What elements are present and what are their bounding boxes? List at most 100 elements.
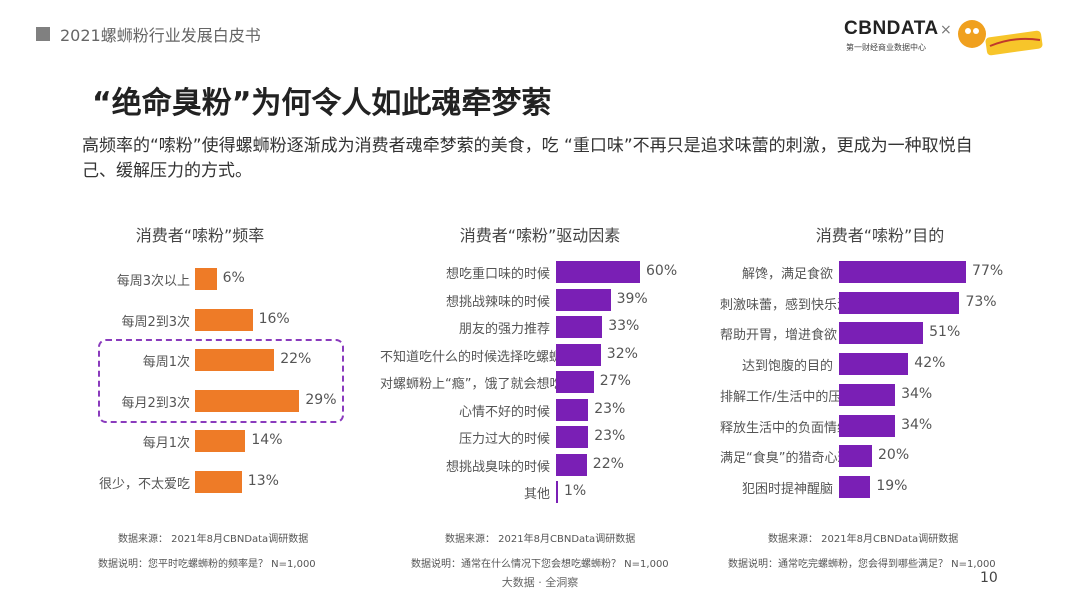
bar-row: 解馋，满足食欲 77% [720, 261, 1040, 283]
value-label: 77% [972, 263, 1004, 279]
value-label: 16% [258, 310, 290, 327]
category-label: 压力过大的时候 [458, 432, 550, 447]
category-label: 每周1次 [142, 355, 190, 370]
value-label: 34% [901, 385, 933, 402]
bar-row: 压力过大的时候 23% [380, 426, 700, 448]
source-note: 数据来源： 2021年8月CBNData调研数据 [118, 534, 309, 545]
bar [195, 430, 246, 452]
value-label: 23% [594, 400, 626, 417]
bar-row: 犯困时提神醒脑 19% [720, 475, 1040, 498]
value-label: 51% [929, 324, 961, 341]
bar [839, 414, 896, 437]
category-label: 想挑战臭味的时候 [445, 459, 550, 475]
bar-row: 刺激味蕾，感到快乐满足 73% [720, 291, 1040, 314]
category-label: 不知道吃什么的时候选择吃螺蛳粉 [380, 349, 576, 365]
bar-row: 想吃重口味的时候 60% [380, 261, 700, 283]
bar-row: 不知道吃什么的时候选择吃螺蛳粉 32% [380, 343, 700, 366]
bar [556, 481, 558, 503]
category-label: 每月1次 [142, 436, 190, 451]
category-label: 每周3次以上 [116, 274, 190, 289]
chart-title: 消费者“嗦粉”目的 [815, 226, 945, 245]
value-label: 29% [305, 391, 337, 408]
value-label: 33% [608, 318, 640, 334]
chart-rows: 想吃重口味的时候 60% 想挑战辣味的时候 39% 朋友的强力推荐 33% 不知道吃什么的时… [380, 210, 700, 540]
category-label: 对螺蛳粉上“瘾”，饿了就会想吃 [380, 377, 563, 392]
source-note: 数据来源： 2021年8月CBNData调研数据 [445, 534, 636, 545]
bar [839, 261, 967, 283]
bar [556, 453, 587, 476]
bar [556, 316, 603, 338]
page-title: “绝命臭粉”为何令人如此魂牵梦萦 [92, 86, 552, 121]
value-label: 42% [914, 355, 946, 372]
bar-row: 满足“食臭”的猎奇心理 20% [720, 445, 1040, 468]
value-label: 39% [616, 290, 648, 307]
category-label: 犯困时提神醒脑 [741, 481, 833, 497]
footer-slogan: 大数据 · 全洞察 [501, 576, 579, 589]
bar-row: 想挑战辣味的时候 39% [380, 288, 700, 311]
value-label: 27% [599, 373, 631, 389]
chart-rows: 每周3次以上 6% 每周2到3次 16% 每周1次 22% 每月2到3次 29% 每月1次 14%… [40, 210, 360, 540]
bar-row: 释放生活中的负面情绪 34% [720, 414, 1040, 437]
chart-title: 消费者“嗦粉”驱动因素 [459, 226, 621, 245]
bar-row: 每月1次 14% [40, 430, 360, 452]
bar [556, 398, 589, 421]
category-label: 心情不好的时候 [458, 404, 550, 420]
value-label: 22% [592, 455, 624, 472]
bar-row: 排解工作/生活中的压力 34% [720, 383, 1040, 406]
drivers-chart: 消费者“嗦粉”驱动因素 想吃重口味的时候 60% 想挑战辣味的时候 39% 朋友的强力推… [380, 210, 700, 540]
cbndata-subtitle: 第一财经商业数据中心 [846, 43, 926, 52]
bar [556, 343, 601, 366]
bar [195, 308, 253, 331]
cbndata-logo: CBNDATA [844, 18, 939, 39]
category-label: 释放生活中的负面情绪 [720, 420, 851, 436]
category-label: 刺激味蕾，感到快乐满足 [720, 297, 864, 313]
bar-row: 每周3次以上 6% [40, 268, 360, 290]
bar-row: 每周1次 22% [40, 349, 360, 371]
category-label: 满足“食臭”的猎奇心理 [720, 451, 851, 467]
bar-row: 达到饱腹的目的 42% [720, 353, 1040, 376]
value-label: 6% [222, 270, 245, 286]
bar-row: 很少，不太爱吃 13% [40, 470, 360, 493]
bar-row: 心情不好的时候 23% [380, 398, 700, 421]
chart-rows: 解馋，满足食欲 77% 刺激味蕾，感到快乐满足 73% 帮助开胃，增进食欲 51% 达到饱腹… [720, 210, 1040, 540]
frequency-chart: 消费者“嗦粉”频率 每周3次以上 6% 每周2到3次 16% 每周1次 22% 每月2到3次… [40, 210, 360, 540]
value-label: 20% [878, 447, 910, 464]
value-label: 14% [251, 432, 283, 448]
value-label: 34% [901, 416, 933, 433]
intro-text: 高频率的“嗦粉”使得螺蛳粉逐渐成为消费者魂牵梦萦的美食，吃 “重口味”不再只是追… [82, 136, 973, 181]
bar [839, 353, 909, 376]
bar [195, 470, 242, 493]
value-label: 13% [247, 472, 279, 489]
value-label: 23% [594, 428, 626, 444]
category-label: 想挑战辣味的时候 [445, 294, 550, 310]
bar [195, 268, 217, 290]
bar [839, 322, 924, 345]
bar [839, 383, 896, 406]
category-label: 其他 [523, 487, 550, 502]
highlight-box [98, 339, 344, 423]
bar [556, 288, 611, 311]
bar-row: 每周2到3次 16% [40, 308, 360, 331]
category-label: 每月2到3次 [121, 395, 190, 411]
category-label: 每周2到3次 [121, 314, 190, 330]
page-number: 10 [980, 570, 998, 586]
bar-row: 朋友的强力推荐 33% [380, 316, 700, 338]
bar-row: 对螺蛳粉上“瘾”，饿了就会想吃 27% [380, 371, 700, 393]
category-label: 很少，不太爱吃 [98, 476, 190, 492]
bar [839, 291, 960, 314]
header-square-icon [36, 27, 50, 41]
source-note: 数据来源： 2021年8月CBNData调研数据 [768, 534, 959, 545]
report-title: 2021螺蛳粉行业发展白皮书 [60, 26, 261, 45]
value-label: 60% [646, 263, 678, 279]
data-note: 数据说明：您平时吃螺蛳粉的频率是？ N=1,000 [98, 559, 316, 570]
category-label: 想吃重口味的时候 [445, 267, 550, 282]
value-label: 32% [606, 345, 638, 362]
value-label: 73% [965, 293, 997, 310]
value-label: 22% [280, 351, 312, 367]
data-note: 数据说明：通常在什么情况下您会想吃螺蛳粉？ N=1,000 [411, 559, 669, 570]
partner-logo-icon [958, 20, 1043, 56]
bar-row: 每月2到3次 29% [40, 389, 360, 412]
category-label: 达到饱腹的目的 [741, 359, 833, 375]
bar [556, 426, 589, 448]
bar [195, 349, 275, 371]
